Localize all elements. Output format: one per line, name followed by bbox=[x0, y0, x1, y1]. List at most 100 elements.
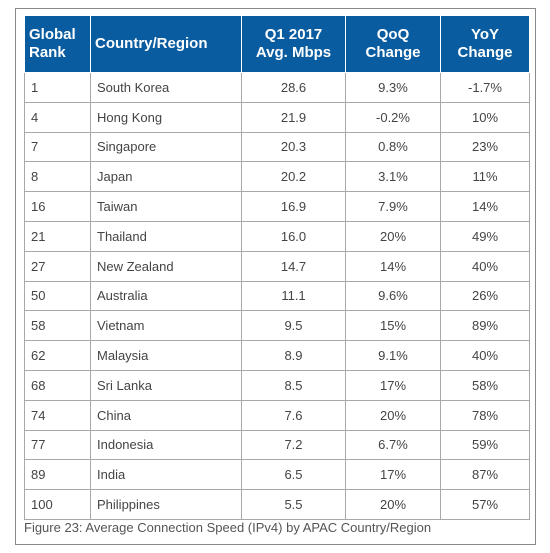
cell-avg-mbps: 7.2 bbox=[241, 429, 346, 461]
cell-yoy-change: 40% bbox=[440, 250, 530, 282]
cell-yoy-change: 89% bbox=[440, 310, 530, 342]
header-yoy-line-2: Change bbox=[457, 44, 513, 61]
cell-qoq-change: 9.3% bbox=[345, 72, 441, 103]
cell-country-region: Indonesia bbox=[90, 429, 242, 461]
cell-yoy-change: 57% bbox=[440, 489, 530, 520]
table-row: 50 Australia 11.1 9.6% 26% bbox=[24, 280, 530, 312]
cell-qoq-change: 15% bbox=[345, 310, 441, 342]
cell-yoy-change: 58% bbox=[440, 369, 530, 401]
cell-country-region: Thailand bbox=[90, 220, 242, 252]
cell-country-region: Australia bbox=[90, 280, 242, 312]
cell-qoq-change: 14% bbox=[345, 250, 441, 282]
cell-qoq-change: 6.7% bbox=[345, 429, 441, 461]
cell-country-region: South Korea bbox=[90, 72, 242, 103]
cell-qoq-change: 3.1% bbox=[345, 161, 441, 193]
cell-yoy-change: 23% bbox=[440, 131, 530, 163]
cell-avg-mbps: 5.5 bbox=[241, 489, 346, 520]
cell-yoy-change: 49% bbox=[440, 220, 530, 252]
cell-country-region: New Zealand bbox=[90, 250, 242, 282]
cell-country-region: Malaysia bbox=[90, 340, 242, 371]
cell-yoy-change: 59% bbox=[440, 429, 530, 461]
cell-qoq-change: -0.2% bbox=[345, 101, 441, 133]
header-qoq-change: QoQ Change bbox=[345, 15, 441, 73]
cell-country-region: Japan bbox=[90, 161, 242, 193]
cell-global-rank: 27 bbox=[24, 250, 91, 282]
cell-country-region: Vietnam bbox=[90, 310, 242, 342]
cell-qoq-change: 17% bbox=[345, 369, 441, 401]
cell-global-rank: 58 bbox=[24, 310, 91, 342]
cell-yoy-change: 40% bbox=[440, 340, 530, 371]
cell-yoy-change: 78% bbox=[440, 399, 530, 431]
cell-global-rank: 77 bbox=[24, 429, 91, 461]
header-yoy-change: YoY Change bbox=[440, 15, 530, 73]
cell-qoq-change: 17% bbox=[345, 459, 441, 491]
header-country-line-1: Country/Region bbox=[95, 35, 208, 52]
table-row: 58 Vietnam 9.5 15% 89% bbox=[24, 310, 530, 342]
cell-global-rank: 16 bbox=[24, 191, 91, 222]
header-row: Global Rank Country/Region Q1 2017 Avg. … bbox=[24, 15, 530, 73]
header-global-rank: Global Rank bbox=[24, 15, 91, 73]
cell-yoy-change: 14% bbox=[440, 191, 530, 222]
cell-avg-mbps: 16.0 bbox=[241, 220, 346, 252]
table-row: 77 Indonesia 7.2 6.7% 59% bbox=[24, 429, 530, 461]
cell-global-rank: 7 bbox=[24, 131, 91, 163]
header-rank-line-1: Global bbox=[29, 26, 76, 43]
table-row: 7 Singapore 20.3 0.8% 23% bbox=[24, 131, 530, 163]
figure-caption: Figure 23: Average Connection Speed (IPv… bbox=[24, 520, 432, 535]
connection-speed-table: Global Rank Country/Region Q1 2017 Avg. … bbox=[24, 15, 530, 520]
figure-frame bbox=[15, 8, 536, 545]
cell-avg-mbps: 6.5 bbox=[241, 459, 346, 491]
table-row: 89 India 6.5 17% 87% bbox=[24, 459, 530, 491]
cell-qoq-change: 20% bbox=[345, 399, 441, 431]
cell-country-region: Singapore bbox=[90, 131, 242, 163]
cell-avg-mbps: 8.9 bbox=[241, 340, 346, 371]
cell-qoq-change: 7.9% bbox=[345, 191, 441, 222]
cell-country-region: China bbox=[90, 399, 242, 431]
table-row: 68 Sri Lanka 8.5 17% 58% bbox=[24, 369, 530, 401]
cell-avg-mbps: 8.5 bbox=[241, 369, 346, 401]
cell-avg-mbps: 14.7 bbox=[241, 250, 346, 282]
header-qoq-line-2: Change bbox=[365, 44, 421, 61]
cell-global-rank: 100 bbox=[24, 489, 91, 520]
table-row: 16 Taiwan 16.9 7.9% 14% bbox=[24, 191, 530, 222]
cell-qoq-change: 20% bbox=[345, 220, 441, 252]
table-row: 4 Hong Kong 21.9 -0.2% 10% bbox=[24, 101, 530, 133]
table-row: 1 South Korea 28.6 9.3% -1.7% bbox=[24, 72, 530, 103]
header-rank-line-2: Rank bbox=[29, 44, 66, 61]
cell-global-rank: 50 bbox=[24, 280, 91, 312]
table-row: 74 China 7.6 20% 78% bbox=[24, 399, 530, 431]
table-row: 8 Japan 20.2 3.1% 11% bbox=[24, 161, 530, 193]
cell-avg-mbps: 28.6 bbox=[241, 72, 346, 103]
header-avg-mbps: Q1 2017 Avg. Mbps bbox=[241, 15, 346, 73]
cell-qoq-change: 20% bbox=[345, 489, 441, 520]
cell-qoq-change: 0.8% bbox=[345, 131, 441, 163]
cell-yoy-change: 11% bbox=[440, 161, 530, 193]
cell-country-region: Sri Lanka bbox=[90, 369, 242, 401]
cell-country-region: Hong Kong bbox=[90, 101, 242, 133]
cell-global-rank: 68 bbox=[24, 369, 91, 401]
table-row: 27 New Zealand 14.7 14% 40% bbox=[24, 250, 530, 282]
cell-global-rank: 8 bbox=[24, 161, 91, 193]
cell-global-rank: 89 bbox=[24, 459, 91, 491]
table-row: 21 Thailand 16.0 20% 49% bbox=[24, 220, 530, 252]
cell-avg-mbps: 21.9 bbox=[241, 101, 346, 133]
cell-yoy-change: 87% bbox=[440, 459, 530, 491]
cell-yoy-change: 26% bbox=[440, 280, 530, 312]
cell-avg-mbps: 20.2 bbox=[241, 161, 346, 193]
header-country-region: Country/Region bbox=[90, 15, 242, 73]
cell-global-rank: 1 bbox=[24, 72, 91, 103]
header-speed-line-1: Q1 2017 bbox=[264, 26, 323, 43]
cell-country-region: Taiwan bbox=[90, 191, 242, 222]
header-qoq-line-1: QoQ bbox=[376, 26, 410, 43]
cell-global-rank: 74 bbox=[24, 399, 91, 431]
cell-qoq-change: 9.1% bbox=[345, 340, 441, 371]
cell-yoy-change: 10% bbox=[440, 101, 530, 133]
cell-avg-mbps: 20.3 bbox=[241, 131, 346, 163]
table-body: 1 South Korea 28.6 9.3% -1.7% 4 Hong Kong 21.9-… bbox=[24, 72, 530, 520]
cell-qoq-change: 9.6% bbox=[345, 280, 441, 312]
cell-avg-mbps: 11.1 bbox=[241, 280, 346, 312]
cell-yoy-change: -1.7% bbox=[440, 72, 530, 103]
cell-global-rank: 62 bbox=[24, 340, 91, 371]
header-yoy-line-1: YoY bbox=[470, 26, 500, 43]
cell-global-rank: 21 bbox=[24, 220, 91, 252]
